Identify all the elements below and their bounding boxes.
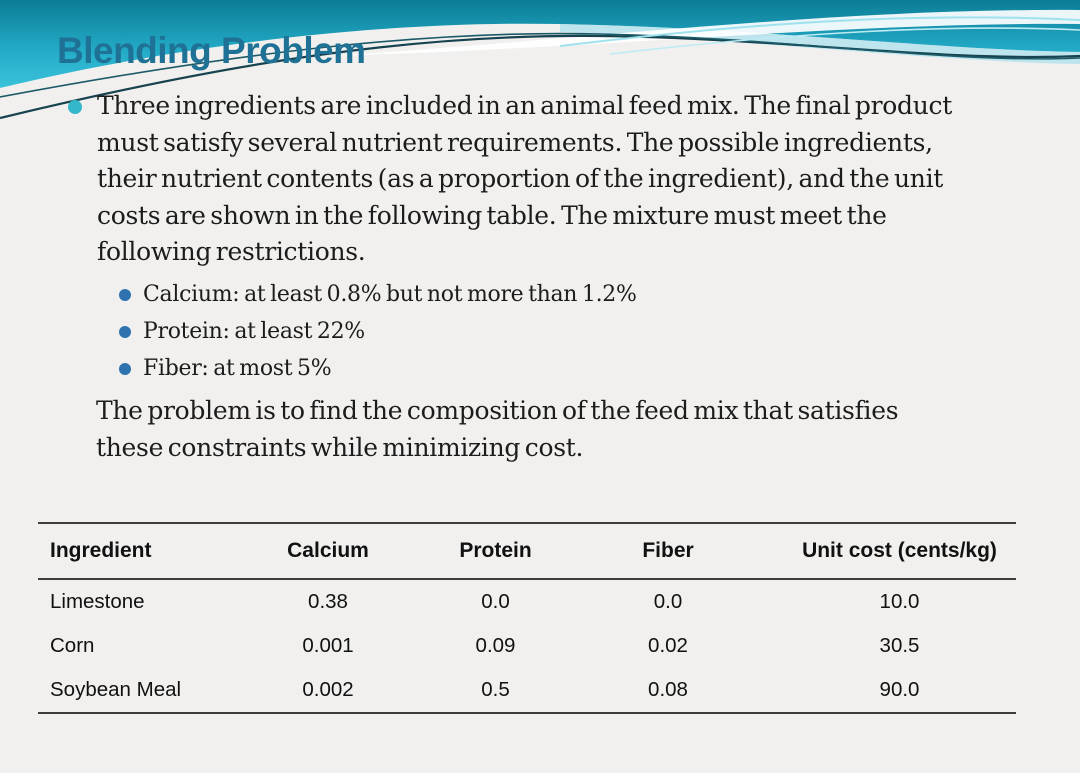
value-cell: 0.001 — [302, 634, 354, 657]
value-cell: 0.002 — [302, 678, 354, 701]
table-header: Ingredient Calcium Protein Fiber Unit cost (… — [38, 523, 1016, 580]
value-cell: 0.08 — [648, 678, 688, 701]
ingredient-cell: Limestone — [50, 590, 145, 613]
value-cell: 0.0 — [653, 590, 683, 613]
restriction-item: Fiber: at most 5% — [119, 350, 637, 387]
table-row: Soybean Meal 0.002 0.5 0.08 90.0 — [38, 668, 1016, 713]
sub-bullet-icon — [119, 362, 131, 375]
value-cell: 0.09 — [475, 634, 516, 657]
intro-text: Three ingredients are included in an ani… — [97, 91, 952, 267]
column-header: Ingredient — [38, 523, 218, 580]
column-header: Unit cost (cents/kg) — [783, 523, 1016, 580]
value-cell: 30.5 — [879, 634, 920, 657]
closing-text: The problem is to find the composition o… — [96, 396, 899, 462]
table-body: Limestone 0.38 0.0 0.0 10.0 Corn 0.001 0.09 0.02… — [38, 579, 1016, 713]
slide-title: Blending Problem — [57, 30, 366, 71]
bullet-icon — [68, 100, 82, 114]
column-header: Calcium — [218, 523, 438, 580]
wave-line-light-2 — [609, 27, 1080, 55]
ingredient-cell: Corn — [50, 634, 95, 657]
value-cell: 0.5 — [481, 678, 510, 701]
sub-bullet-icon — [119, 288, 131, 301]
table-row: Limestone 0.38 0.0 0.0 10.0 — [38, 579, 1016, 624]
restriction-item: Protein: at least 22% — [119, 313, 637, 350]
column-header: Protein — [438, 523, 553, 580]
value-cell: 0.02 — [648, 634, 688, 657]
intro-paragraph: Three ingredients are included in an ani… — [68, 88, 1027, 271]
wave-swoosh — [330, 9, 1080, 56]
ingredients-table: Ingredient Calcium Protein Fiber Unit cost (… — [38, 522, 1016, 714]
wave-sliver — [560, 24, 1080, 64]
value-cell: 90.0 — [879, 678, 920, 701]
restriction-text: Fiber: at most 5% — [143, 356, 332, 381]
restrictions-list: Calcium: at least 0.8% but not more than… — [119, 276, 637, 387]
restriction-text: Protein: at least 22% — [143, 319, 365, 344]
restriction-item: Calcium: at least 0.8% but not more than… — [119, 276, 637, 313]
value-cell: 0.0 — [481, 590, 510, 613]
sub-bullet-icon — [119, 325, 131, 338]
value-cell: 10.0 — [879, 590, 920, 613]
restriction-text: Calcium: at least 0.8% but not more than… — [143, 282, 637, 307]
wave-line-light-1 — [559, 16, 1080, 47]
value-cell: 0.38 — [308, 590, 348, 613]
column-header: Fiber — [553, 523, 783, 580]
ingredient-cell: Soybean Meal — [50, 678, 182, 701]
table-row: Corn 0.001 0.09 0.02 30.5 — [38, 624, 1016, 668]
